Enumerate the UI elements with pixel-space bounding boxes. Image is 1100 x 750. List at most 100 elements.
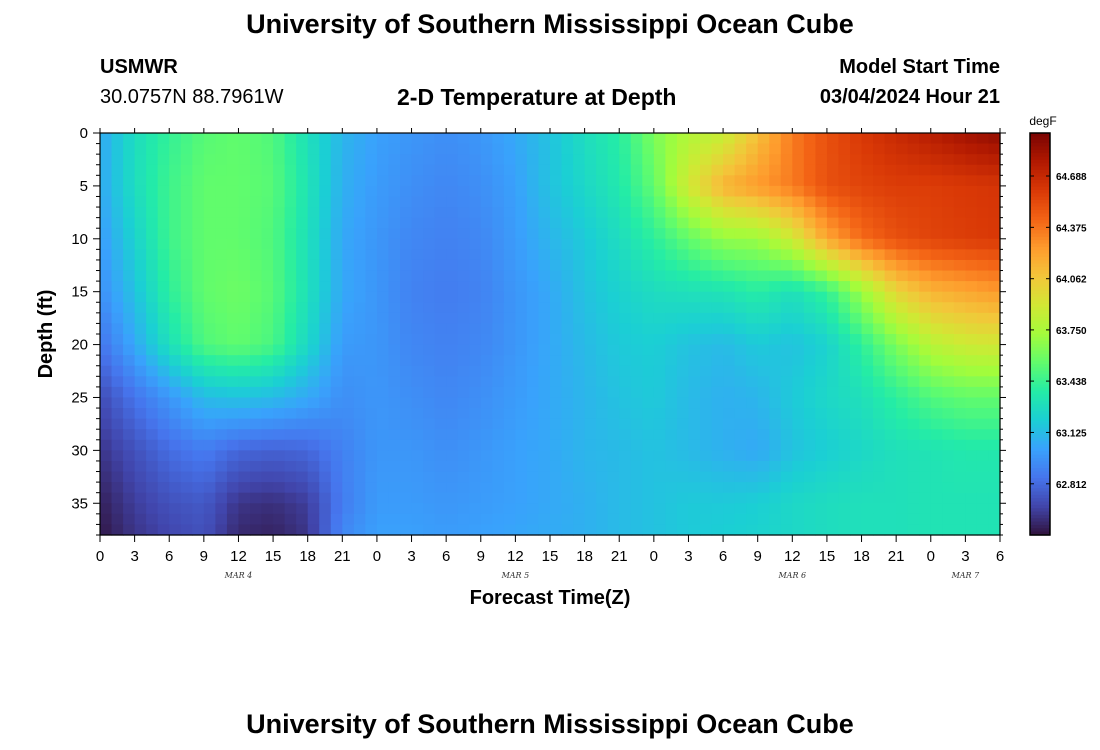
heatmap-cell [353,291,366,303]
heatmap-cell [250,154,263,166]
heatmap-cell [134,376,147,388]
heatmap-cell [815,238,828,250]
heatmap-cell [423,196,436,208]
heatmap-cell [423,365,436,377]
heatmap-cell [376,524,390,536]
heatmap-cell [596,302,609,314]
heatmap-cell [123,471,136,483]
heatmap-cell [492,270,505,282]
colorbar-segment [1030,323,1050,328]
heatmap-cell [907,376,920,388]
heatmap-cell [746,312,759,325]
heatmap-cell [596,207,609,219]
colorbar-segment [1030,464,1050,469]
heatmap-cell [930,408,943,420]
heatmap-cell [423,270,436,282]
heatmap-cell [538,175,551,187]
heatmap-cell [584,312,597,325]
heatmap-cell [469,386,482,399]
heatmap-cell [469,270,482,282]
heatmap-cell [342,238,355,250]
heatmap-cell [157,429,170,441]
heatmap-cell [676,439,690,451]
heatmap-cell [930,270,943,282]
heatmap-cell [526,492,540,504]
heatmap-cell [584,291,597,303]
heatmap-cell [884,524,897,536]
heatmap-cell [169,143,182,155]
heatmap-cell [538,270,551,282]
heatmap-cell [676,482,690,494]
heatmap-cell [619,238,632,250]
heatmap-cell [330,291,343,303]
heatmap-cell [861,376,874,388]
heatmap-cell [861,143,874,155]
heatmap-cell [273,217,286,229]
heatmap-cell [376,344,390,356]
heatmap-cell [261,450,274,462]
heatmap-cell [734,302,747,314]
heatmap-cell [734,513,747,526]
heatmap-cell [688,323,701,335]
heatmap-cell [111,270,124,282]
heatmap-cell [653,471,666,483]
colorbar-segment [1030,300,1050,305]
heatmap-cell [215,217,228,229]
heatmap-cell [896,344,909,356]
heatmap-cell [446,397,459,409]
heatmap-cell [826,492,840,504]
heatmap-cell [746,175,759,187]
heatmap-cell [596,323,609,335]
heatmap-cell [873,323,886,335]
heatmap-cell [503,302,516,314]
heatmap-cell [988,450,1001,462]
heatmap-cell [169,365,182,377]
heatmap-cell [180,460,193,473]
heatmap-cell [815,365,828,377]
colorbar-segment [1030,494,1050,499]
heatmap-cell [526,460,540,473]
heatmap-cell [469,133,482,145]
heatmap-cell [446,238,459,250]
heatmap-cell [226,196,240,208]
heatmap-cell [953,196,966,208]
heatmap-cell [653,217,666,229]
heatmap-cell [780,482,793,494]
heatmap-cell [734,365,747,377]
heatmap-cell [169,291,182,303]
heatmap-cell [676,355,690,367]
heatmap-cell [815,154,828,166]
heatmap-cell [746,450,759,462]
heatmap-cell [780,524,793,536]
heatmap-cell [446,376,459,388]
heatmap-cell [942,270,955,282]
heatmap-cell [619,249,632,261]
heatmap-cell [423,482,436,494]
heatmap-cell [930,482,943,494]
heatmap-cell [815,228,828,240]
heatmap-cell [538,185,551,198]
heatmap-cell [330,450,343,462]
heatmap-cell [226,207,240,219]
heatmap-cell [884,429,897,441]
heatmap-cell [215,312,228,325]
heatmap-cell [607,492,620,504]
heatmap-cell [492,323,505,335]
heatmap-cell [111,185,124,198]
heatmap-cell [965,259,978,272]
heatmap-cell [319,513,332,526]
heatmap-cell [446,450,459,462]
heatmap-cell [942,164,955,176]
heatmap-cell [111,408,124,420]
heatmap-cell [838,207,851,219]
heatmap-cell [584,460,597,473]
heatmap-cell [826,312,840,325]
heatmap-cell [919,270,932,282]
heatmap-cell [723,492,736,504]
heatmap-cell [792,281,805,293]
heatmap-cell [238,355,251,367]
heatmap-cell [180,164,193,176]
heatmap-cell [215,429,228,441]
heatmap-cell [203,228,216,240]
heatmap-cell [400,154,413,166]
